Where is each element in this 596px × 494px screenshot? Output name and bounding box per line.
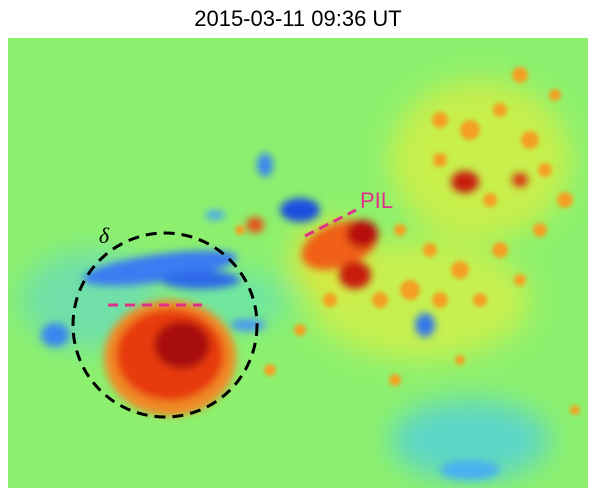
delta-label: δ [99, 223, 110, 248]
pil-label: PIL [360, 188, 393, 213]
page: 2015-03-11 09:36 UT [0, 0, 596, 494]
title: 2015-03-11 09:36 UT [194, 6, 402, 31]
magnetogram [8, 38, 588, 488]
